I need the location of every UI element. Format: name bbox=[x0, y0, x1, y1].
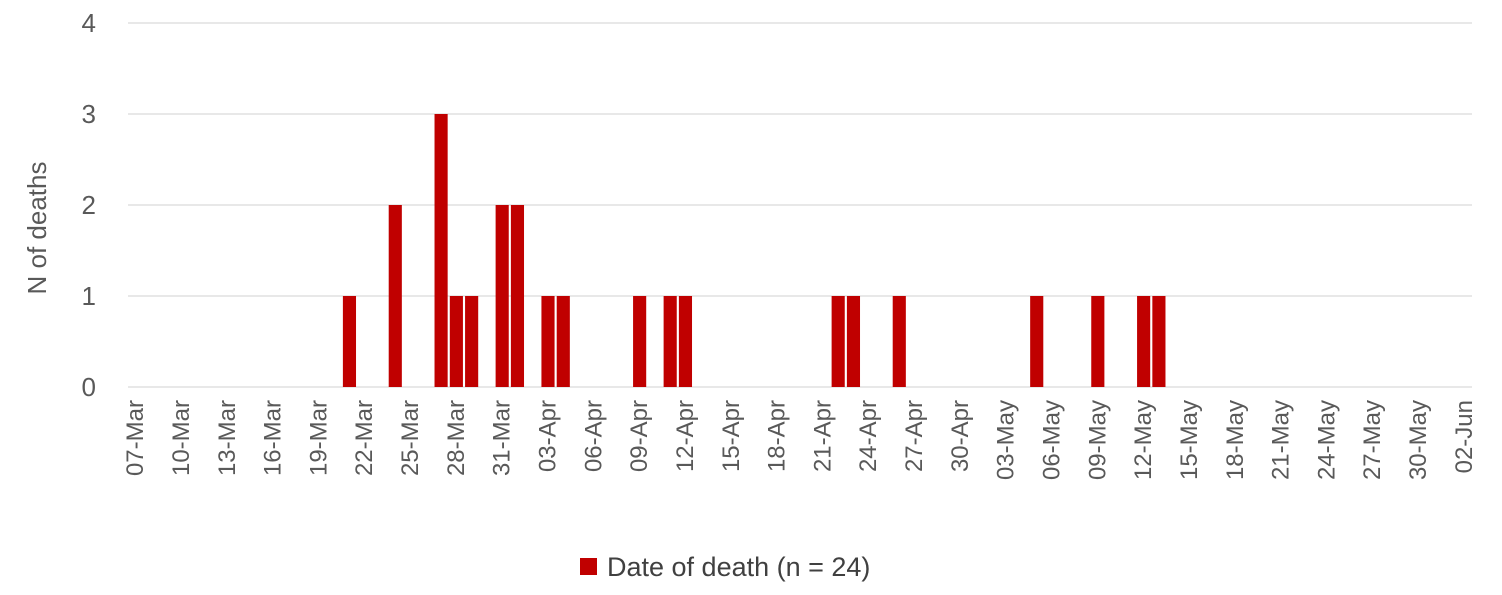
bars bbox=[342, 114, 1166, 387]
y-axis-ticks: 0 1 2 3 4 bbox=[82, 8, 96, 402]
x-tick-label: 15-May bbox=[1176, 400, 1203, 480]
x-tick-label: 31-Mar bbox=[489, 400, 516, 476]
x-tick-label: 02-Jun bbox=[1451, 400, 1478, 473]
x-tick-label: 18-Apr bbox=[764, 400, 791, 472]
x-tick-label: 30-May bbox=[1405, 400, 1432, 480]
x-tick-label: 06-May bbox=[1039, 400, 1066, 480]
x-tick-label: 21-Apr bbox=[809, 400, 836, 472]
bar bbox=[846, 296, 861, 387]
x-tick-label: 09-Apr bbox=[626, 400, 653, 472]
x-tick-label: 24-May bbox=[1313, 400, 1340, 480]
legend-swatch bbox=[580, 558, 597, 575]
bar bbox=[1137, 296, 1151, 387]
bar bbox=[465, 296, 479, 387]
x-tick-label: 27-Apr bbox=[901, 400, 928, 472]
x-tick-label: 09-May bbox=[1084, 400, 1111, 480]
y-tick-label: 1 bbox=[82, 281, 96, 311]
bar bbox=[388, 205, 402, 387]
bar bbox=[541, 296, 555, 387]
bar bbox=[510, 205, 525, 387]
legend: Date of death (n = 24) bbox=[580, 552, 870, 582]
bar bbox=[663, 296, 677, 387]
x-tick-label: 12-May bbox=[1130, 400, 1157, 480]
bar bbox=[892, 296, 906, 387]
bar bbox=[449, 296, 463, 387]
x-tick-label: 24-Apr bbox=[855, 400, 882, 472]
y-tick-label: 0 bbox=[82, 372, 96, 402]
y-tick-label: 2 bbox=[82, 190, 96, 220]
x-tick-label: 03-May bbox=[993, 400, 1020, 480]
x-tick-label: 22-Mar bbox=[351, 400, 378, 476]
bar bbox=[556, 296, 570, 387]
bar bbox=[1091, 296, 1105, 387]
x-tick-label: 16-Mar bbox=[260, 400, 287, 476]
x-tick-label: 21-May bbox=[1268, 400, 1295, 480]
x-tick-label: 18-May bbox=[1222, 400, 1249, 480]
bar bbox=[495, 205, 509, 387]
bar bbox=[678, 296, 693, 387]
bar bbox=[1030, 296, 1044, 387]
x-tick-label: 25-Mar bbox=[397, 400, 424, 476]
x-tick-label: 28-Mar bbox=[443, 400, 470, 476]
x-axis-ticks: 07-Mar 10-Mar 13-Mar 16-Mar 19-Mar 22-Mar 25-M… bbox=[122, 400, 1478, 480]
bar bbox=[434, 114, 448, 387]
x-tick-label: 12-Apr bbox=[672, 400, 699, 472]
x-tick-label: 10-Mar bbox=[168, 400, 195, 476]
gridlines bbox=[128, 22, 1472, 388]
y-tick-label: 3 bbox=[82, 99, 96, 129]
x-tick-label: 13-Mar bbox=[214, 400, 241, 476]
y-tick-label: 4 bbox=[82, 8, 96, 38]
y-axis-title: N of deaths bbox=[22, 162, 52, 295]
x-tick-label: 19-Mar bbox=[305, 400, 332, 476]
x-tick-label: 06-Apr bbox=[580, 400, 607, 472]
bar bbox=[1152, 296, 1166, 387]
x-tick-label: 30-Apr bbox=[947, 400, 974, 472]
x-tick-label: 03-Apr bbox=[535, 400, 562, 472]
bar bbox=[831, 296, 845, 387]
bar bbox=[342, 296, 357, 387]
legend-label: Date of death (n = 24) bbox=[607, 552, 870, 582]
x-tick-label: 15-Apr bbox=[718, 400, 745, 472]
bar bbox=[633, 296, 647, 387]
x-tick-label: 27-May bbox=[1359, 400, 1386, 480]
x-tick-label: 07-Mar bbox=[122, 400, 149, 476]
